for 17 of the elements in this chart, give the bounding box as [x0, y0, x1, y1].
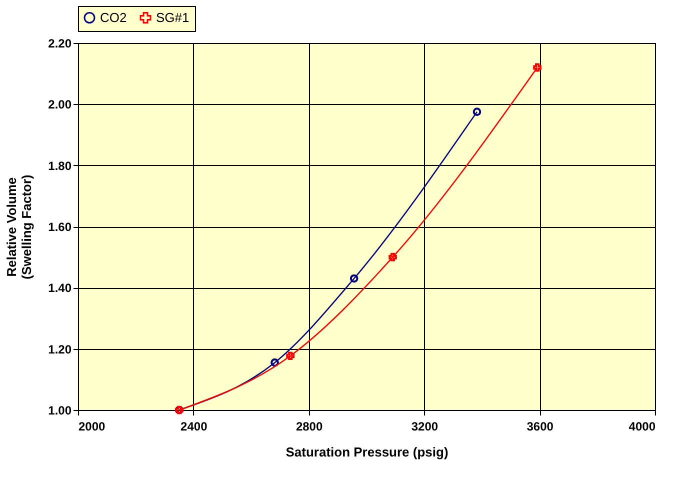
x-tick-label: 3600	[526, 420, 554, 434]
y-tick-label: 1.60	[48, 220, 72, 234]
x-axis-title: Saturation Pressure (psig)	[286, 444, 448, 460]
y-tick-label: 1.20	[48, 342, 72, 356]
y-tick-label: 1.80	[48, 158, 72, 173]
x-tick-label: 4000	[628, 420, 656, 434]
x-tick-label: 2400	[180, 420, 208, 434]
legend-label: CO2	[100, 10, 127, 25]
y-tick-label: 1.40	[48, 281, 72, 296]
x-tick-label: 2800	[296, 420, 323, 434]
legend-label: SG#1	[156, 10, 190, 25]
x-tick-label: 3200	[411, 420, 438, 434]
x-tick-label: 2000	[78, 420, 106, 434]
y-axis-title: Relative Volume (Swelling Factor)	[4, 174, 34, 280]
y-tick-label: 2.20	[48, 36, 72, 50]
y-tick-label: 1.00	[48, 404, 72, 418]
y-tick-label: 2.00	[48, 98, 72, 112]
